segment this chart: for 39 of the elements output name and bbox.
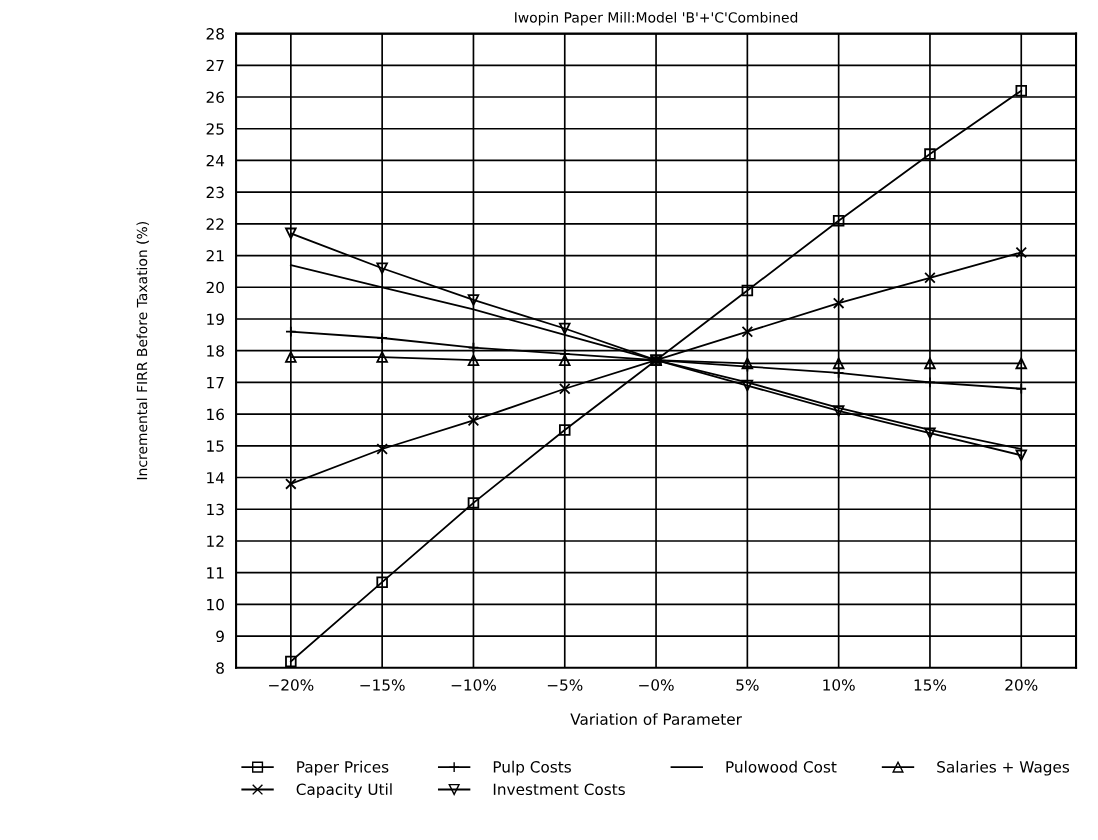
legend-label: Paper Prices — [297, 760, 389, 776]
y-tick-label: 10 — [207, 598, 224, 611]
legend-label: Salaries + Wages — [937, 760, 1070, 776]
y-tick-label: 14 — [207, 472, 225, 484]
y-tick-label: 22 — [206, 218, 224, 230]
y-tick-label: 23 — [206, 186, 224, 199]
y-tick-label: 18 — [207, 345, 224, 357]
y-tick-label: 16 — [207, 408, 224, 421]
y-tick-label: 11 — [207, 567, 224, 579]
x-tick-label: 15% — [914, 679, 947, 691]
y-tick-label: 15 — [207, 440, 224, 452]
x-tick-label: 5% — [736, 679, 759, 691]
x-tick-label: 10% — [823, 679, 855, 691]
y-tick-label: 20 — [206, 281, 224, 294]
y-tick-label: 27 — [206, 59, 224, 72]
legend-label: Pulp Costs — [493, 760, 571, 776]
y-tick-label: 9 — [216, 630, 224, 643]
y-tick-label: 28 — [206, 28, 224, 40]
chart-title: Iwopin Paper Mill:Model 'B'+'C'Combined — [515, 11, 798, 26]
y-tick-label: 19 — [207, 313, 224, 326]
y-tick-label: 24 — [206, 154, 225, 167]
y-tick-label: 25 — [206, 123, 224, 135]
x-tick-label: −10% — [451, 679, 496, 691]
legend-label: Investment Costs — [493, 783, 625, 796]
legend-label: Capacity Util — [296, 783, 392, 799]
y-tick-label: 21 — [206, 250, 224, 262]
x-tick-label: −0% — [639, 679, 674, 691]
legend-label: Pulowood Cost — [726, 760, 837, 773]
y-axis-title: Incremental FIRR Before Taxation (%) — [136, 222, 149, 480]
y-tick-label: 17 — [207, 377, 224, 389]
y-tick-label: 13 — [207, 503, 224, 516]
x-axis-title: Variation of Parameter — [570, 713, 742, 725]
x-tick-label: −20% — [269, 679, 314, 691]
x-tick-label: −15% — [360, 679, 405, 691]
y-tick-label: 26 — [206, 91, 224, 104]
y-tick-label: 12 — [207, 535, 224, 547]
y-tick-label: 8 — [216, 662, 224, 674]
x-tick-label: −5% — [547, 679, 583, 691]
x-tick-label: 20% — [1005, 679, 1038, 691]
